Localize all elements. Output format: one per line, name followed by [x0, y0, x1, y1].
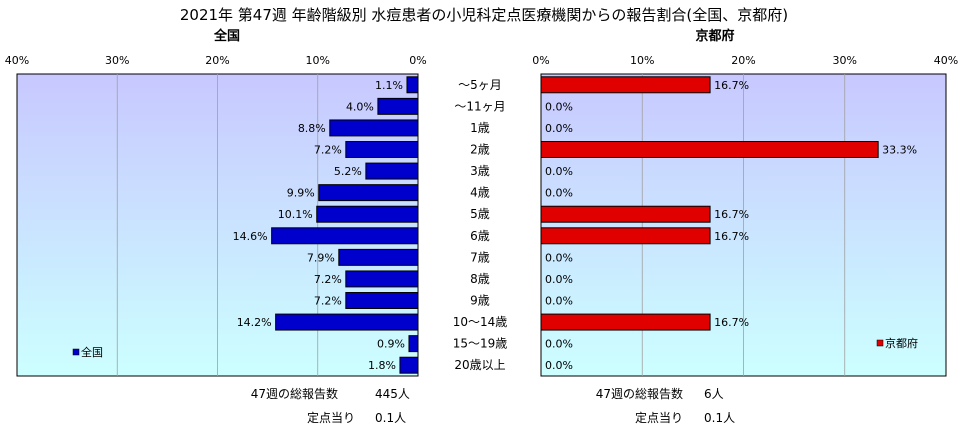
kyoto-data-label: 0.0%: [545, 122, 573, 135]
category-label: 3歳: [470, 164, 490, 178]
national-bar: [365, 162, 419, 180]
right-total-label: 47週の総報告数: [596, 386, 683, 401]
national-bar: [345, 141, 419, 158]
kyoto-data-label: 0.0%: [545, 251, 573, 264]
left-per-label: 定点当り: [307, 410, 355, 425]
national-data-label: 7.2%: [314, 273, 342, 286]
left-total-label: 47週の総報告数: [251, 386, 338, 401]
right-panel-title: 京都府: [695, 28, 734, 44]
national-tick-label: 30%: [105, 54, 129, 67]
national-data-label: 7.2%: [314, 144, 342, 157]
national-bar: [399, 356, 419, 374]
right-footer: 47週の総報告数 6人 定点当り 0.1人: [596, 386, 735, 425]
kyoto-bar-chart: 0% 10% 20% 30% 40% 16.7% 0.0% 0.0% 33.3% 0.0% 0.0%…: [532, 54, 958, 377]
category-label: 7歳: [470, 250, 490, 264]
national-data-label: 14.2%: [237, 316, 272, 329]
chart-title: 2021年 第47週 年齢階級別 水痘患者の小児科定点医療機関からの報告割合(全…: [180, 6, 788, 24]
national-tick-label: 20%: [205, 54, 229, 67]
kyoto-data-label: 16.7%: [714, 316, 749, 329]
left-total-value: 445人: [375, 387, 410, 401]
category-label: 10～14歳: [453, 315, 508, 329]
national-bar: [318, 184, 419, 202]
kyoto-bar: [540, 141, 879, 158]
national-bar: [329, 119, 419, 137]
national-data-label: 5.2%: [334, 165, 362, 178]
national-bar: [377, 97, 419, 115]
kyoto-data-label: 0.0%: [545, 165, 573, 178]
kyoto-data-label: 0.0%: [545, 273, 573, 286]
kyoto-data-label: 0.0%: [545, 338, 573, 351]
national-tick-label: 10%: [306, 54, 330, 67]
right-per-label: 定点当り: [635, 410, 683, 425]
national-bar: [338, 248, 419, 266]
kyoto-tick-label: 40%: [934, 54, 958, 67]
kyoto-bar: [540, 76, 711, 94]
category-label: 15～19歳: [453, 337, 508, 351]
category-label: 5歳: [470, 207, 490, 221]
right-per-value: 0.1人: [704, 411, 735, 425]
category-label: 9歳: [470, 294, 490, 308]
kyoto-tick-label: 30%: [833, 54, 857, 67]
national-data-label: 1.8%: [368, 359, 396, 372]
legend-label-kyoto: 京都府: [885, 336, 918, 350]
age-category-labels: ～5ヶ月 ～11ヶ月 1歳 2歳 3歳 4歳 5歳 6歳 7歳 8歳 9歳 10～14歳 15～19歳 2…: [453, 78, 508, 372]
national-data-label: 7.2%: [314, 295, 342, 308]
legend-swatch-national: [72, 348, 80, 356]
kyoto-bar: [540, 205, 711, 223]
kyoto-tick-label: 20%: [731, 54, 755, 67]
national-bar: [406, 76, 419, 94]
kyoto-data-label: 16.7%: [714, 79, 749, 92]
right-total-value: 6人: [704, 387, 724, 401]
left-legend: 全国: [72, 345, 103, 359]
national-data-label: 14.6%: [233, 230, 268, 243]
national-data-label: 9.9%: [287, 187, 315, 200]
kyoto-data-label: 16.7%: [714, 230, 749, 243]
right-legend: 京都府: [876, 336, 918, 350]
national-data-label: 0.9%: [377, 338, 405, 351]
kyoto-data-label: 0.0%: [545, 187, 573, 200]
category-label: 2歳: [470, 143, 490, 157]
kyoto-data-label: 33.3%: [882, 144, 917, 157]
kyoto-data-label: 0.0%: [545, 359, 573, 372]
category-label: ～11ヶ月: [454, 99, 505, 113]
left-per-value: 0.1人: [375, 411, 406, 425]
national-tick-label: 0%: [409, 54, 426, 67]
left-footer: 47週の総報告数 445人 定点当り 0.1人: [251, 386, 410, 425]
left-panel-title: 全国: [213, 28, 240, 44]
national-bar-chart: 0% 10% 20% 30% 40% 1.1%4.0% 8.8% 7.2% 5.2% 9.9% 10…: [5, 54, 427, 377]
category-label: ～5ヶ月: [458, 78, 502, 92]
national-data-label: 4.0%: [346, 100, 374, 113]
legend-label-national: 全国: [81, 345, 103, 359]
national-data-label: 8.8%: [298, 122, 326, 135]
kyoto-tick-label: 10%: [630, 54, 654, 67]
national-bar: [345, 292, 419, 309]
national-bar: [316, 205, 419, 223]
kyoto-bar: [540, 227, 711, 245]
national-bar: [271, 227, 419, 245]
national-tick-label: 40%: [5, 54, 29, 67]
national-bar: [408, 335, 419, 353]
kyoto-data-label: 0.0%: [545, 295, 573, 308]
category-label: 8歳: [470, 272, 490, 286]
national-bar: [275, 313, 419, 331]
national-data-label: 1.1%: [375, 79, 403, 92]
national-data-label: 7.9%: [307, 251, 335, 264]
kyoto-data-label: 0.0%: [545, 100, 573, 113]
kyoto-tick-label: 0%: [532, 54, 549, 67]
category-label: 4歳: [470, 186, 490, 200]
category-label: 20歳以上: [454, 358, 505, 372]
kyoto-data-label: 16.7%: [714, 208, 749, 221]
national-data-label: 10.1%: [278, 208, 313, 221]
category-label: 1歳: [470, 121, 490, 135]
category-label: 6歳: [470, 229, 490, 243]
national-bar: [345, 270, 419, 288]
legend-swatch-kyoto: [876, 339, 884, 347]
kyoto-bar: [540, 313, 711, 331]
